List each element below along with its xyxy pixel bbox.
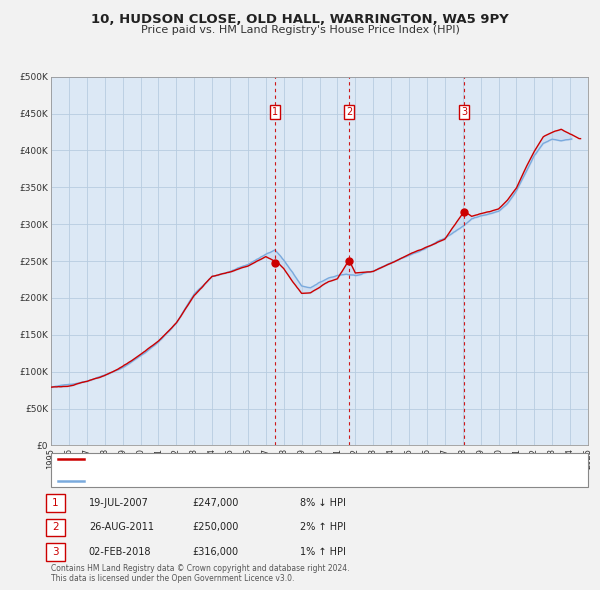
Text: £316,000: £316,000	[192, 548, 238, 557]
Text: 26-AUG-2011: 26-AUG-2011	[89, 523, 154, 532]
Text: £250,000: £250,000	[192, 523, 238, 532]
Text: Contains HM Land Registry data © Crown copyright and database right 2024.
This d: Contains HM Land Registry data © Crown c…	[51, 563, 349, 583]
Text: 8% ↓ HPI: 8% ↓ HPI	[300, 498, 346, 507]
Text: 3: 3	[461, 107, 467, 117]
Text: 2: 2	[346, 107, 352, 117]
Text: 02-FEB-2018: 02-FEB-2018	[89, 548, 151, 557]
Text: 1: 1	[52, 498, 59, 507]
Text: Price paid vs. HM Land Registry's House Price Index (HPI): Price paid vs. HM Land Registry's House …	[140, 25, 460, 35]
Text: £247,000: £247,000	[192, 498, 238, 507]
Text: 2: 2	[52, 523, 59, 532]
Text: 2% ↑ HPI: 2% ↑ HPI	[300, 523, 346, 532]
Text: 3: 3	[52, 548, 59, 557]
Text: 1% ↑ HPI: 1% ↑ HPI	[300, 548, 346, 557]
Text: 10, HUDSON CLOSE, OLD HALL, WARRINGTON, WA5 9PY: 10, HUDSON CLOSE, OLD HALL, WARRINGTON, …	[91, 13, 509, 26]
Text: HPI: Average price, detached house, Warrington: HPI: Average price, detached house, Warr…	[87, 476, 290, 485]
Text: 10, HUDSON CLOSE, OLD HALL, WARRINGTON, WA5 9PY (detached house): 10, HUDSON CLOSE, OLD HALL, WARRINGTON, …	[87, 455, 400, 464]
Text: 1: 1	[272, 107, 278, 117]
Text: 19-JUL-2007: 19-JUL-2007	[89, 498, 149, 507]
